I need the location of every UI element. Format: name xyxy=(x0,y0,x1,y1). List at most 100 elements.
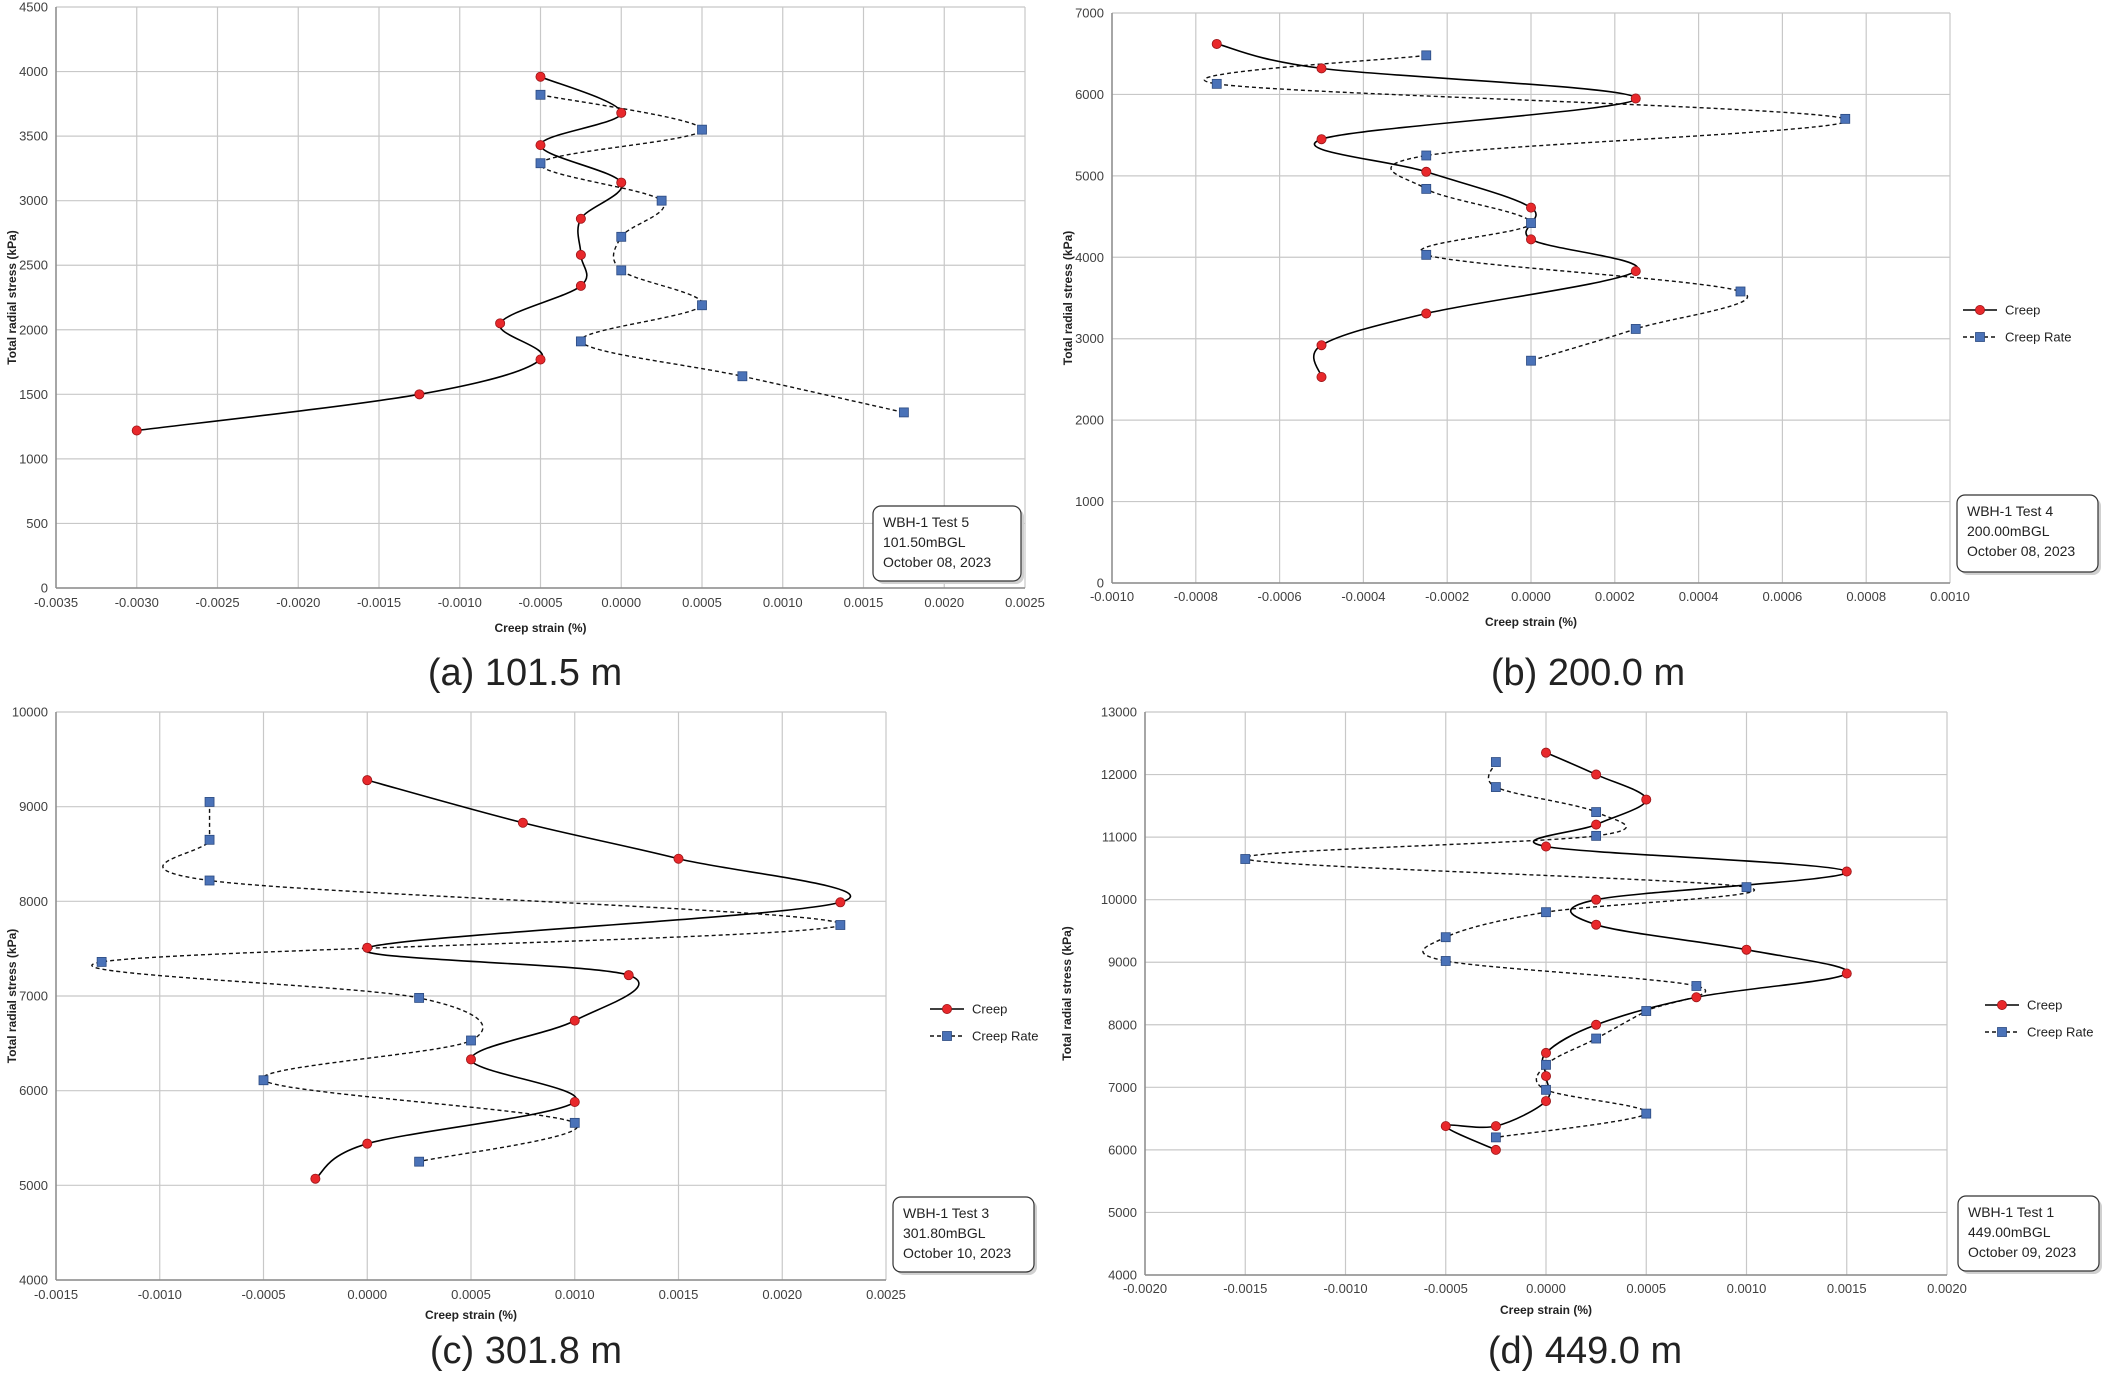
chart-b-x-tick-label: 0.0010 xyxy=(1930,589,1970,604)
chart-d-creep-point xyxy=(1591,919,1602,930)
chart-b-creep-point xyxy=(1630,93,1641,104)
chart-d-creep-point xyxy=(1540,841,1551,852)
chart-b-y-tick-label: 5000 xyxy=(1075,168,1104,183)
chart-a-creep-rate-point xyxy=(656,195,667,206)
chart-d-creep-point xyxy=(1691,992,1702,1003)
chart-b-creep-point xyxy=(1630,266,1641,277)
chart-b-x-tick-label: -0.0008 xyxy=(1174,589,1218,604)
chart-c-creep-rate-line xyxy=(91,801,842,1163)
chart-c-creep-point xyxy=(569,1097,580,1108)
chart-c-x-tick-label: 0.0005 xyxy=(451,1287,491,1302)
chart-c-creep-point xyxy=(362,942,373,953)
chart-d-y-tick-label: 12000 xyxy=(1101,767,1137,782)
chart-a-creep-point xyxy=(575,213,586,224)
chart-d-info-box xyxy=(1957,1195,2100,1272)
chart-d-svg: -0.0020 -0.0015 -0.0010 -0.0005 0.0000 0.0005… xyxy=(1060,705,2102,1372)
chart-d-y-tick-label: 9000 xyxy=(1108,955,1137,970)
chart-b-x-tick-label: -0.0006 xyxy=(1258,589,1302,604)
chart-c-svg: -0.0015 -0.0010 -0.0005 0.0000 0.0005 0.0010 0… xyxy=(5,705,1038,1373)
chart-d-x-tick-label: -0.0020 xyxy=(1123,1281,1167,1296)
chart-d-creep-point xyxy=(1540,1096,1551,1107)
chart-d-legend-rate-marker xyxy=(1997,1027,2007,1037)
chart-a-creep-point xyxy=(616,177,627,188)
chart-b-creep-rate-point xyxy=(1526,355,1536,366)
chart-b-legend-creep-label: Creep xyxy=(2005,303,2040,318)
chart-c-creep-rate-point xyxy=(414,1156,425,1167)
chart-c-legend-creep-marker xyxy=(942,1003,953,1014)
chart-a-creep-rate-point xyxy=(616,265,627,276)
chart-d-creep-rate-point xyxy=(1591,1033,1602,1044)
chart-a-y-tick-label: 4000 xyxy=(19,64,48,79)
chart-b-legend-rate-marker xyxy=(1975,332,1985,342)
chart-d-x-tick-label: 0.0005 xyxy=(1626,1281,1666,1296)
chart-c-y-tick-label: 4000 xyxy=(19,1273,48,1288)
chart-b-info-line: 200.00mBGL xyxy=(1967,523,2050,539)
chart-c-legend-rate-marker xyxy=(942,1031,952,1041)
chart-a-creep-rate-point xyxy=(737,371,748,382)
chart-a-y-tick-label: 2500 xyxy=(19,258,48,273)
chart-c-info-line: October 10, 2023 xyxy=(903,1245,1011,1261)
chart-d-creep-rate-point xyxy=(1591,807,1602,817)
chart-d-legend-creep-marker xyxy=(1997,999,2008,1010)
chart-c-creep-rate-point xyxy=(835,920,846,930)
chart-a-creep-rate-point xyxy=(575,336,586,347)
chart-d-x-axis-label: Creep strain (%) xyxy=(1500,1303,1592,1317)
chart-b-creep-rate-line xyxy=(1203,54,1849,362)
chart-d-creep-point xyxy=(1591,894,1602,905)
chart-a-x-tick-label: -0.0035 xyxy=(34,595,78,610)
chart-b-creep-rate-point xyxy=(1421,150,1432,161)
chart-a-creep-rate-point xyxy=(616,231,627,242)
chart-d-creep-point xyxy=(1540,1071,1551,1082)
chart-d-creep-rate-point xyxy=(1541,1084,1551,1095)
chart-c-y-tick-label: 6000 xyxy=(19,1083,48,1098)
chart-d-creep-rate-point xyxy=(1440,956,1451,966)
chart-d-y-tick-label: 10000 xyxy=(1101,892,1137,907)
chart-b-y-axis-label: Total radial stress (kPa) xyxy=(1061,231,1075,366)
chart-b-y-tick-label: 3000 xyxy=(1075,331,1104,346)
chart-b-y-tick-label: 2000 xyxy=(1075,413,1104,428)
chart-c-creep-point xyxy=(517,817,528,828)
chart-a-creep-point xyxy=(575,249,586,260)
chart-c-creep-rate-point xyxy=(204,797,215,807)
chart-d-y-axis-label: Total radial stress (kPa) xyxy=(1060,926,1074,1061)
chart-d-y-tick-label: 8000 xyxy=(1108,1017,1137,1032)
chart-a-creep-point xyxy=(616,107,627,118)
chart-b-y-tick-label: 7000 xyxy=(1075,6,1104,21)
chart-c-info-line: 301.80mBGL xyxy=(903,1225,986,1241)
chart-b-x-axis-label: Creep strain (%) xyxy=(1485,615,1577,629)
chart-b-svg: -0.0010 -0.0008 -0.0006 -0.0004 -0.0002 0.000… xyxy=(1061,6,2101,694)
chart-a-y-tick-label: 2000 xyxy=(19,322,48,337)
chart-b-creep-point xyxy=(1316,63,1327,74)
chart-a-y-tick-label: 1500 xyxy=(19,387,48,402)
chart-a-creep-rate-point xyxy=(697,124,707,135)
chart-b-info-box xyxy=(1956,494,2099,573)
chart-d-creep-rate-point xyxy=(1490,1132,1501,1143)
chart-d-info-line: 449.00mBGL xyxy=(1968,1224,2051,1240)
chart-b-x-tick-label: -0.0010 xyxy=(1090,589,1134,604)
chart-b-x-tick-label: 0.0004 xyxy=(1679,589,1719,604)
chart-d-creep-point xyxy=(1641,794,1652,805)
chart-b-creep-rate-point xyxy=(1421,183,1432,194)
chart-d-creep-point xyxy=(1540,1047,1551,1058)
chart-a-creep-point xyxy=(495,318,506,329)
chart-a-creep-point xyxy=(535,354,546,365)
chart-d-creep-rate-point xyxy=(1240,854,1251,864)
chart-d-creep-point xyxy=(1841,968,1852,979)
chart-b-creep-rate-point xyxy=(1735,286,1746,297)
chart-d-creep-point xyxy=(1741,944,1752,955)
chart-c-creep-rate-point xyxy=(96,957,107,967)
chart-d-x-tick-label: -0.0005 xyxy=(1424,1281,1468,1296)
chart-c-info-line: WBH-1 Test 3 xyxy=(903,1205,989,1221)
chart-a-info-line: WBH-1 Test 5 xyxy=(883,514,969,530)
chart-b-creep-point xyxy=(1525,202,1536,213)
chart-d-legend-creep-label: Creep xyxy=(2027,998,2062,1013)
chart-d-creep-rate-point xyxy=(1541,907,1551,918)
chart-c-x-tick-label: 0.0020 xyxy=(762,1287,802,1302)
panel-c-chart: -0.0015 -0.0010 -0.0005 0.0000 0.0005 0.0010 0… xyxy=(0,700,1050,1377)
chart-d-x-tick-label: 0.0020 xyxy=(1927,1281,1967,1296)
chart-b-x-tick-label: 0.0002 xyxy=(1595,589,1635,604)
chart-a-creep-line xyxy=(136,75,623,432)
chart-d-caption: (d) 449.0 m xyxy=(1488,1330,1682,1372)
chart-b-y-tick-label: 1000 xyxy=(1075,494,1104,509)
chart-c-creep-point xyxy=(623,970,634,981)
